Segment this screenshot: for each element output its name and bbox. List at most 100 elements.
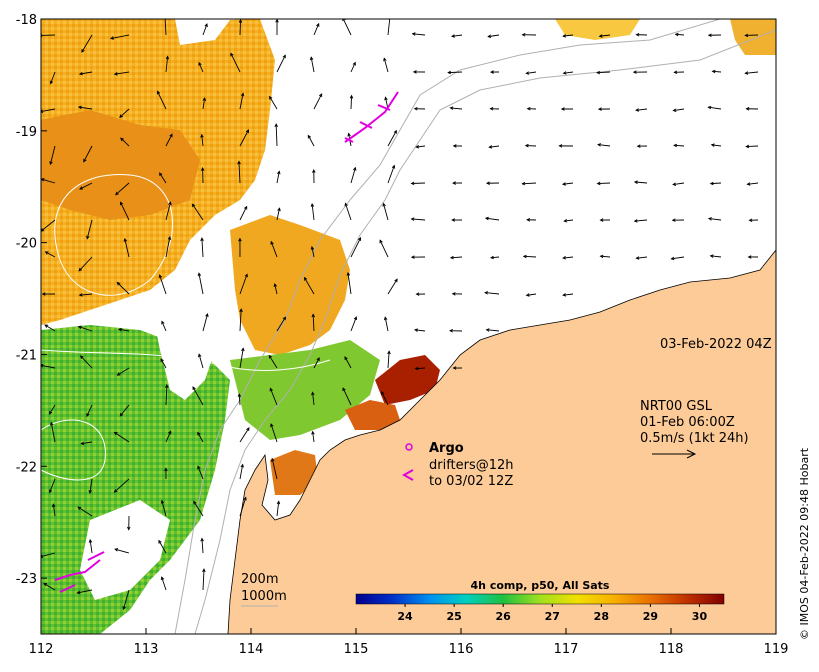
y-tick-label: -20 [16,237,37,252]
current-arrow-icon [238,237,242,258]
current-arrow-icon [383,57,389,73]
colorbar [355,593,725,605]
current-arrow-icon [487,34,500,39]
current-arrow-icon [707,33,722,37]
current-arrow-icon [239,308,243,332]
current-arrow-icon [276,207,281,221]
current-arrow-icon [451,292,463,296]
current-arrow-icon [449,328,463,333]
current-arrow-icon [303,276,315,295]
current-arrow-icon [269,387,278,406]
current-arrow-icon [239,463,244,480]
x-tick-label: 114 [239,642,264,657]
current-arrow-icon [197,465,204,480]
current-arrow-icon [109,34,130,40]
y-tick-label: -22 [16,460,37,475]
current-arrow-icon [270,423,278,443]
current-arrow-icon [77,506,93,517]
current-arrow-icon [113,478,130,493]
current-arrow-icon [164,19,167,36]
current-arrow-icon [707,105,722,110]
current-arrow-icon [349,94,354,110]
current-time-label: 01-Feb 06:00Z [640,415,735,430]
current-arrow-icon [192,386,204,406]
cloud-gap-2 [80,500,170,600]
sst-hot-patch-3 [270,450,318,495]
current-arrow-icon [313,357,320,369]
current-arrow-icon [711,69,722,74]
current-arrows [41,19,759,611]
current-arrow-icon [120,137,130,147]
current-arrow-icon [383,316,389,332]
current-arrow-icon [165,384,169,406]
isobath-200m [194,29,776,634]
current-arrow-icon [350,316,358,332]
current-arrow-icon [562,34,574,38]
y-tick-label: -21 [16,348,37,363]
current-arrow-icon [485,328,500,332]
current-arrow-icon [48,404,56,415]
current-arrow-icon [410,217,426,221]
current-arrow-icon [524,143,537,148]
current-arrow-icon [113,431,130,443]
current-scale-arrow [652,449,697,459]
current-arrow-icon [116,281,130,295]
current-arrow-icon [239,273,248,295]
sst-cool-region-2 [230,340,380,440]
current-arrow-icon [451,218,463,222]
map-plot-area [41,19,776,634]
current-arrow-icon [450,34,463,38]
current-arrow-icon [116,367,130,376]
x-tick-label: 113 [134,642,159,657]
current-arrow-icon [276,54,286,73]
current-arrow-icon [123,237,130,258]
current-arrow-icon [202,312,209,332]
drifter-track-icon [87,551,105,561]
current-arrow-icon [122,589,130,611]
australia-land [227,249,776,634]
current-arrow-icon [562,293,574,297]
sst-warm-region-2 [230,215,350,355]
current-arrow-icon [86,404,93,418]
current-arrow-icon [80,441,93,446]
drifter-track-icon [59,584,76,593]
current-arrow-icon [239,129,249,147]
sst-n-patch [555,19,640,40]
current-arrow-icon [636,144,648,148]
current-arrow-icon [412,70,426,74]
current-arrow-icon [350,61,356,73]
current-arrow-icon [197,431,204,443]
current-arrow-icon [346,271,352,295]
current-arrow-icon [710,143,722,147]
current-arrow-icon [745,107,759,111]
sst-ne-patch [730,19,776,55]
current-arrow-icon [387,129,397,147]
current-arrow-icon [672,108,685,112]
current-arrow-icon [239,496,247,517]
colorbar-tick-label: 24 [397,610,413,623]
current-arrow-icon [156,90,167,110]
x-tick-label: 119 [764,642,789,657]
current-arrow-icon [165,201,172,221]
current-arrow-icon [83,145,93,163]
y-tick-label: -23 [16,572,37,587]
current-arrow-icon [709,181,722,186]
sst-contour-1 [54,173,173,296]
plot-frame [40,18,777,635]
current-arrow-icon [44,324,56,332]
current-arrow-icon [379,239,389,258]
current-arrow-icon [268,354,278,369]
current-arrow-icon [191,203,204,221]
current-arrow-icon [561,182,574,186]
current-arrow-icon [596,70,611,75]
current-arrow-icon [165,133,173,147]
isobath-1000m-label: 1000m [241,589,287,604]
x-tick-label: 112 [29,642,54,657]
current-arrow-icon [159,172,167,184]
current-arrow-icon [117,327,130,332]
current-arrow-icon [484,216,500,221]
current-arrow-icon [239,92,245,110]
current-arrow-icon [160,576,167,591]
current-arrow-icon [273,283,278,295]
current-arrow-icon [158,539,167,554]
